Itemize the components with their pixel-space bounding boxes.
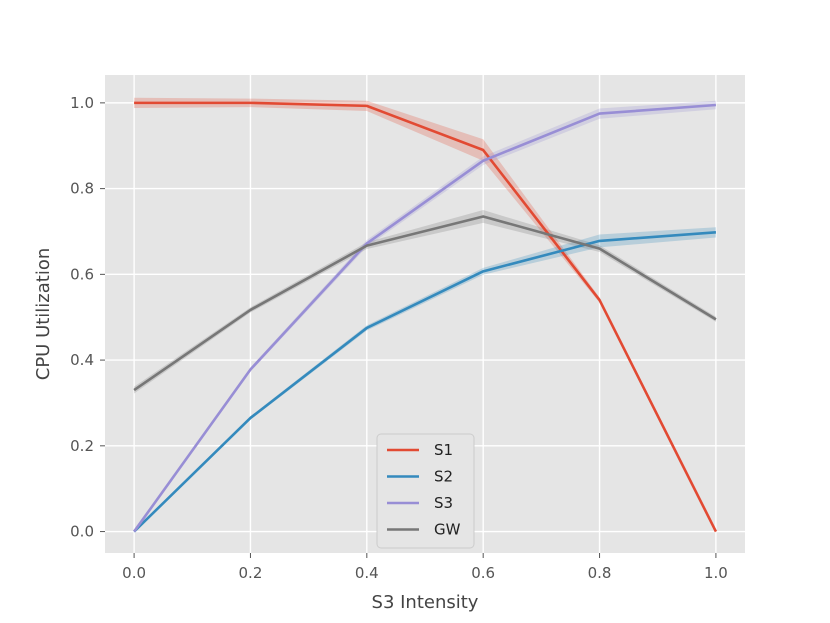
x-axis-ticks: 0.0 0.2 0.4 0.6 0.8 1.0 [122, 553, 728, 582]
y-axis-ticks: 0.0 0.2 0.4 0.6 0.8 1.0 [70, 94, 105, 541]
legend: S1 S2 S3 GW [376, 433, 475, 549]
line-s3 [133, 103, 717, 533]
x-tick-label: 0.2 [239, 564, 263, 582]
legend-label-gw: GW [434, 521, 461, 539]
x-axis-label: S3 Intensity [372, 592, 479, 613]
y-tick-label: 0.8 [70, 180, 94, 198]
line-gw [133, 215, 717, 392]
legend-label-s1: S1 [434, 441, 453, 459]
y-tick-label: 0.2 [70, 437, 94, 455]
legend-label-s2: S2 [434, 468, 453, 486]
line-s2 [133, 231, 717, 533]
x-tick-label: 1.0 [704, 564, 728, 582]
legend-label-s3: S3 [434, 494, 453, 512]
y-tick-label: 1.0 [70, 94, 94, 112]
x-tick-label: 0.6 [471, 564, 495, 582]
x-tick-label: 0.8 [588, 564, 612, 582]
y-tick-label: 0.6 [70, 265, 94, 283]
series-lines [133, 101, 718, 533]
y-tick-label: 0.4 [70, 351, 94, 369]
y-axis-label: CPU Utilization [33, 248, 54, 381]
x-tick-label: 0.4 [355, 564, 379, 582]
grid-lines [105, 75, 745, 553]
y-tick-label: 0.0 [70, 523, 94, 541]
line-s1 [134, 101, 718, 533]
x-tick-label: 0.0 [122, 564, 146, 582]
legend-box [376, 433, 475, 549]
